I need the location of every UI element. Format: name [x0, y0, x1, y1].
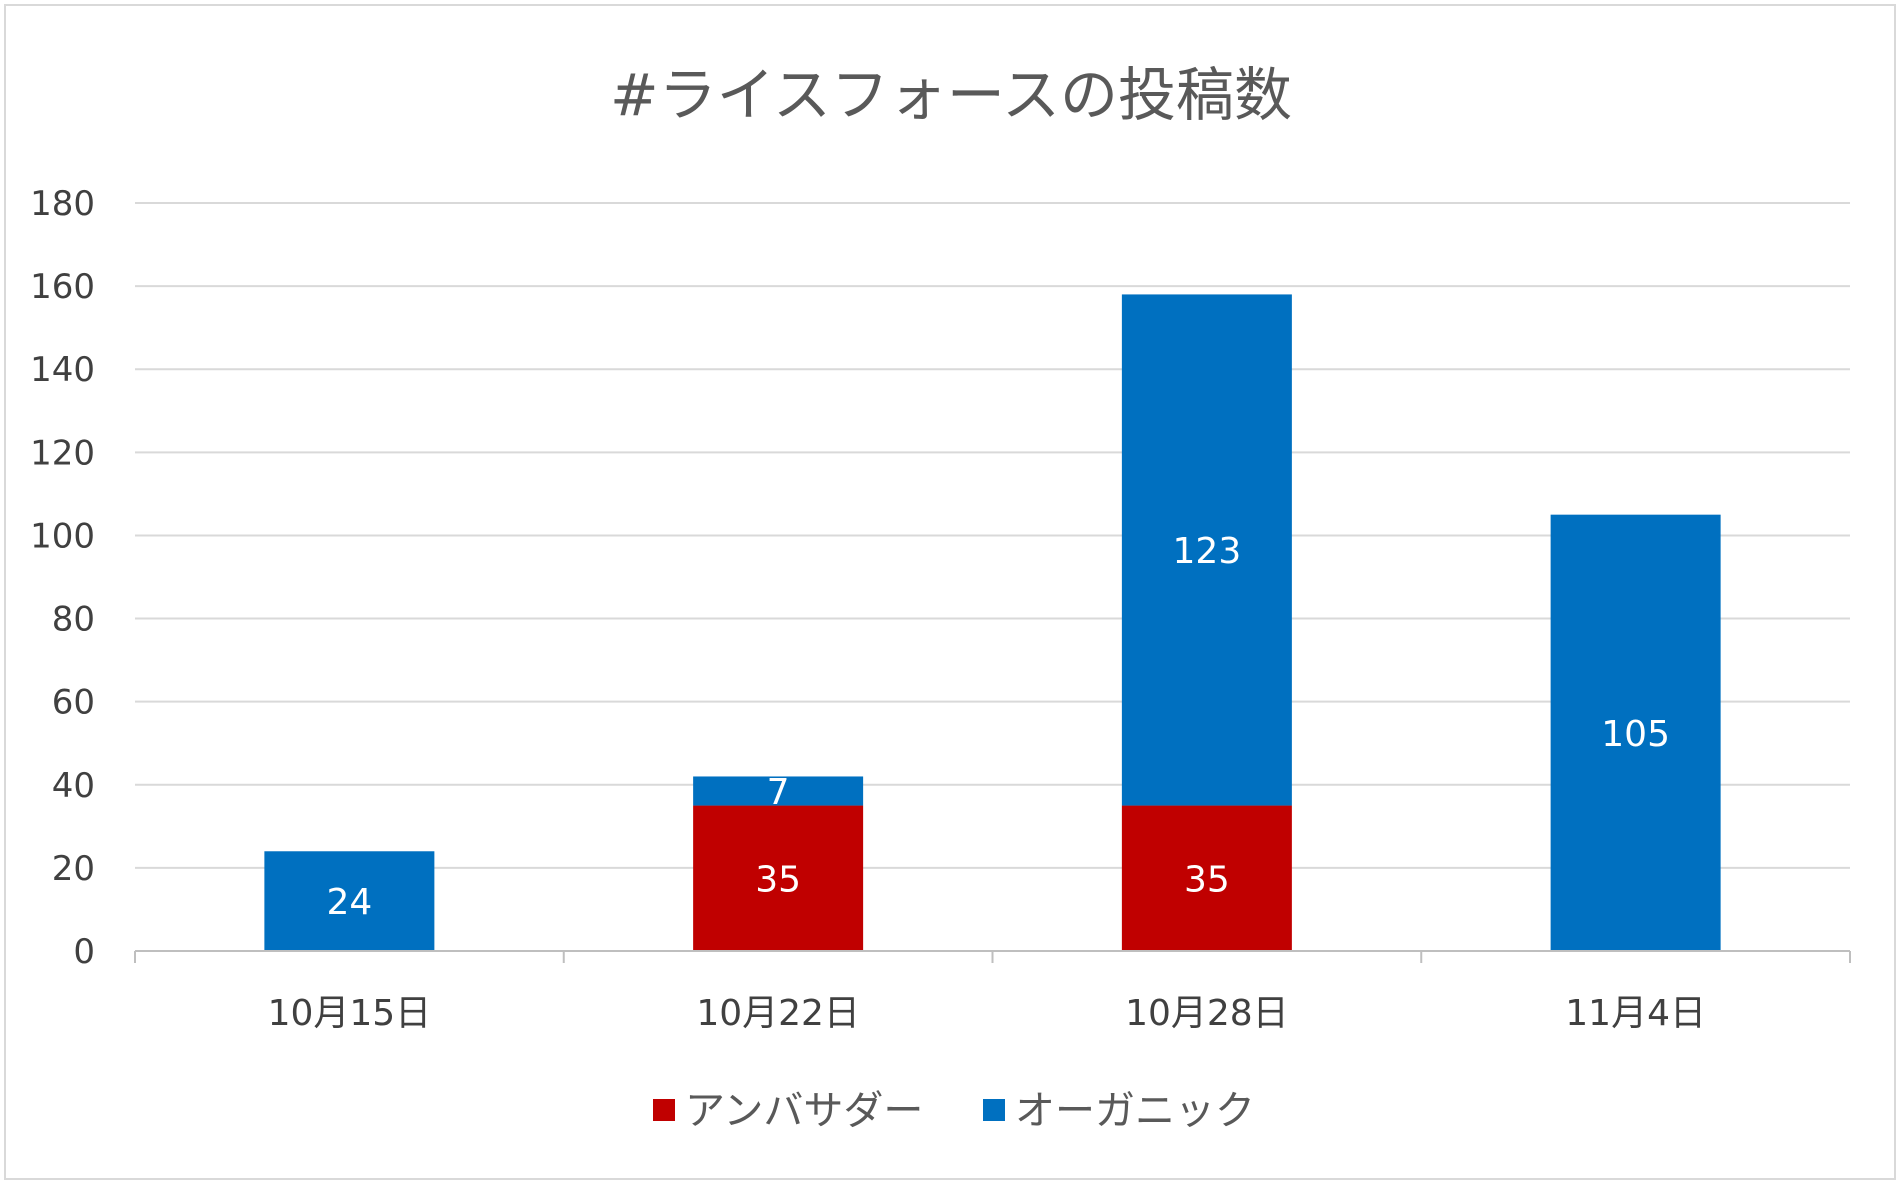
x-tick-label: 10月22日 [696, 993, 860, 1034]
legend-label: アンバサダー [685, 1088, 923, 1134]
bar-segment [1121, 294, 1292, 806]
data-label: 7 [767, 772, 790, 813]
y-tick-label: 180 [30, 184, 95, 224]
x-axis-labels: 10月15日 10月22日 10月28日 11月4日 [268, 993, 1706, 1034]
bar-segment [264, 851, 435, 951]
y-tick-label: 40 [52, 766, 95, 806]
bar-segment [1121, 805, 1292, 951]
legend-item: アンバサダー [653, 1088, 923, 1134]
y-tick-label: 20 [52, 849, 95, 889]
y-tick-label: 60 [52, 683, 95, 723]
y-tick-label: 80 [52, 600, 95, 640]
x-tick-label: 10月15日 [268, 993, 432, 1034]
x-tick-label: 10月28日 [1125, 993, 1289, 1034]
y-tick-label: 160 [30, 267, 95, 307]
y-tick-label: 0 [73, 932, 95, 972]
data-label: 35 [1184, 859, 1230, 900]
legend: アンバサダー オーガニック [653, 1088, 1255, 1134]
x-axis [134, 950, 1851, 963]
data-label: 105 [1601, 714, 1670, 755]
bar-segment [693, 776, 864, 806]
y-tick-label: 120 [30, 433, 95, 473]
legend-swatch [983, 1099, 1005, 1121]
data-label: 35 [755, 859, 801, 900]
legend-swatch [653, 1099, 675, 1121]
y-tick-label: 100 [30, 516, 95, 556]
legend-item: オーガニック [983, 1088, 1255, 1134]
bar-segment [693, 805, 864, 951]
y-tick-label: 140 [30, 350, 95, 390]
data-label: 123 [1173, 531, 1242, 572]
y-axis-ticks: 0 20 40 60 80 100 120 140 160 180 [30, 184, 95, 972]
x-tick-label: 11月4日 [1565, 993, 1706, 1034]
legend-label: オーガニック [1015, 1088, 1255, 1134]
chart-title: #ライスフォースの投稿数 [610, 61, 1292, 129]
data-label: 24 [326, 882, 372, 923]
bar-segment [1550, 514, 1721, 951]
